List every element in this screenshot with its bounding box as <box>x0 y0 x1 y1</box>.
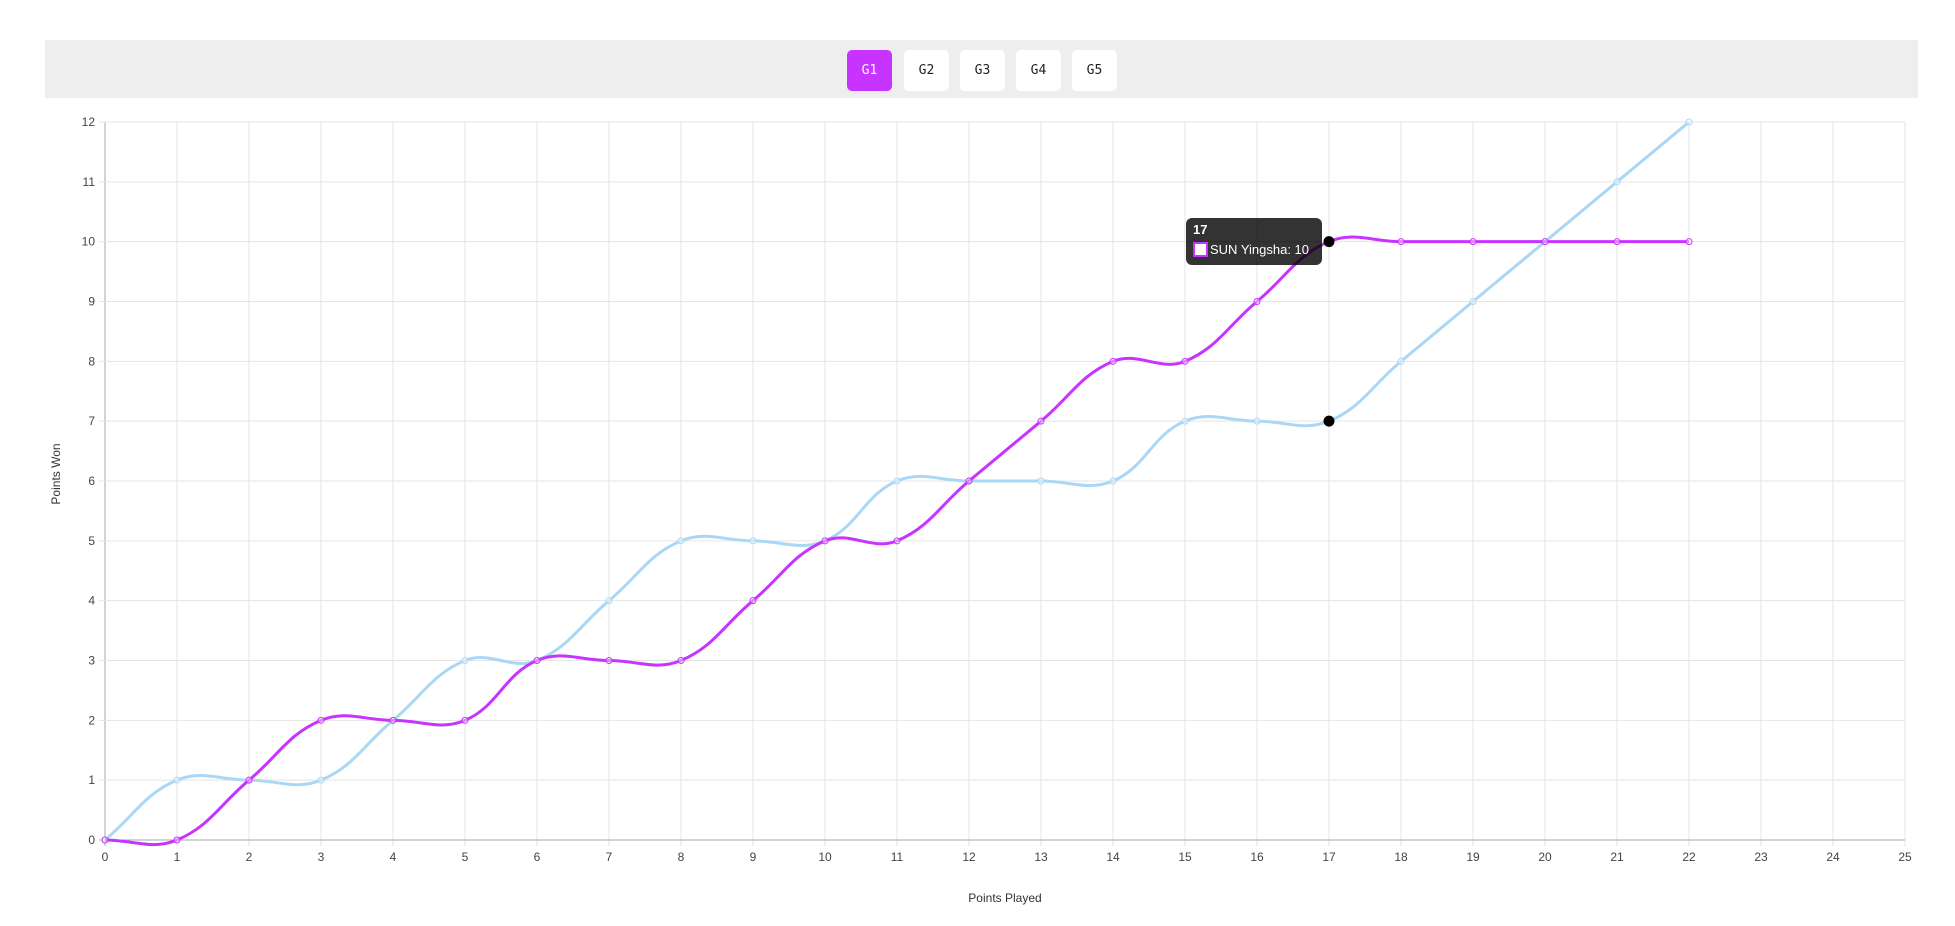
y-tick-label: 2 <box>88 713 95 727</box>
data-point[interactable] <box>1685 118 1693 126</box>
data-point[interactable] <box>1037 477 1045 485</box>
tab-g2[interactable]: G2 <box>904 50 949 91</box>
y-tick-label: 0 <box>88 833 95 847</box>
x-tick-label: 1 <box>174 850 181 864</box>
data-point[interactable] <box>1109 477 1117 485</box>
series-line-1 <box>104 120 1690 842</box>
y-tick-label: 1 <box>88 773 95 787</box>
data-point[interactable] <box>893 537 901 545</box>
tab-g5[interactable]: G5 <box>1072 50 1117 91</box>
data-point[interactable] <box>1253 298 1261 305</box>
x-tick-label: 3 <box>318 850 325 864</box>
x-tick-label: 18 <box>1394 850 1408 864</box>
data-point[interactable] <box>677 657 685 664</box>
y-tick-label: 5 <box>88 534 95 548</box>
x-tick-label: 23 <box>1754 850 1768 864</box>
data-point[interactable] <box>1323 415 1335 427</box>
x-tick-label: 8 <box>678 850 685 864</box>
data-point[interactable] <box>1397 238 1405 246</box>
data-point[interactable] <box>821 537 829 545</box>
data-point[interactable] <box>1037 417 1045 425</box>
data-point[interactable] <box>749 597 757 605</box>
data-point[interactable] <box>677 537 685 545</box>
data-point[interactable] <box>1323 236 1335 248</box>
y-tick-label: 9 <box>88 295 95 309</box>
tooltip: 17 SUN Yingsha: 10 <box>1186 218 1322 265</box>
x-tick-label: 21 <box>1610 850 1624 864</box>
x-tick-label: 16 <box>1250 850 1264 864</box>
data-point[interactable] <box>1181 417 1189 425</box>
data-point[interactable] <box>605 657 613 664</box>
x-tick-label: 13 <box>1034 850 1048 864</box>
x-tick-label: 20 <box>1538 850 1552 864</box>
y-tick-label: 8 <box>88 354 95 368</box>
x-tick-label: 6 <box>534 850 541 864</box>
y-tick-label: 11 <box>83 175 96 189</box>
y-tick-label: 12 <box>82 115 96 129</box>
data-point[interactable] <box>1685 238 1693 246</box>
y-tick-label: 6 <box>88 474 95 488</box>
data-point[interactable] <box>173 836 181 844</box>
data-point[interactable] <box>605 597 613 605</box>
data-point[interactable] <box>245 776 253 784</box>
data-point[interactable] <box>1541 238 1549 246</box>
legend-swatch-icon <box>1193 242 1208 257</box>
x-tick-label: 0 <box>102 850 109 864</box>
data-point[interactable] <box>965 477 973 485</box>
data-point[interactable] <box>533 657 541 664</box>
data-point[interactable] <box>101 836 109 844</box>
data-point[interactable] <box>389 716 397 724</box>
tab-g1[interactable]: G1 <box>847 50 892 91</box>
data-point[interactable] <box>461 657 469 664</box>
tab-g3[interactable]: G3 <box>960 50 1005 91</box>
data-point[interactable] <box>1613 238 1621 246</box>
y-tick-label: 4 <box>88 594 95 608</box>
data-point[interactable] <box>1109 357 1117 365</box>
x-tick-label: 9 <box>750 850 757 864</box>
data-point[interactable] <box>893 477 901 485</box>
x-tick-label: 15 <box>1178 850 1192 864</box>
data-point[interactable] <box>1469 298 1477 305</box>
x-tick-label: 7 <box>606 850 613 864</box>
tooltip-label: SUN Yingsha: 10 <box>1210 242 1310 257</box>
data-point[interactable] <box>749 537 757 545</box>
x-tick-label: 2 <box>246 850 253 864</box>
x-tick-label: 14 <box>1106 850 1120 864</box>
x-tick-label: 19 <box>1466 850 1480 864</box>
y-tick-label: 7 <box>88 414 95 428</box>
x-tick-label: 5 <box>462 850 469 864</box>
data-point[interactable] <box>1469 238 1477 246</box>
data-point[interactable] <box>461 716 469 724</box>
x-tick-label: 22 <box>1682 850 1696 864</box>
y-axis-label: Points Won <box>49 443 63 504</box>
data-point[interactable] <box>317 716 325 724</box>
data-point[interactable] <box>317 776 325 784</box>
x-tick-label: 25 <box>1898 850 1912 864</box>
series-line-0 <box>104 235 1689 847</box>
x-tick-label: 24 <box>1826 850 1840 864</box>
x-tick-label: 12 <box>962 850 976 864</box>
data-point[interactable] <box>1181 357 1189 365</box>
x-tick-label: 11 <box>891 850 904 864</box>
x-tick-label: 17 <box>1322 850 1336 864</box>
x-tick-label: 4 <box>390 850 397 864</box>
data-point[interactable] <box>1613 178 1621 186</box>
data-point[interactable] <box>1253 417 1261 425</box>
data-point[interactable] <box>173 776 181 784</box>
y-tick-label: 10 <box>82 235 96 249</box>
y-tick-label: 3 <box>88 654 95 668</box>
x-axis-label: Points Played <box>968 891 1041 905</box>
x-tick-label: 10 <box>818 850 832 864</box>
tooltip-row: SUN Yingsha: 10 <box>1193 242 1309 257</box>
data-point[interactable] <box>1397 357 1405 365</box>
tab-g4[interactable]: G4 <box>1016 50 1061 91</box>
tooltip-title: 17 <box>1193 222 1208 237</box>
